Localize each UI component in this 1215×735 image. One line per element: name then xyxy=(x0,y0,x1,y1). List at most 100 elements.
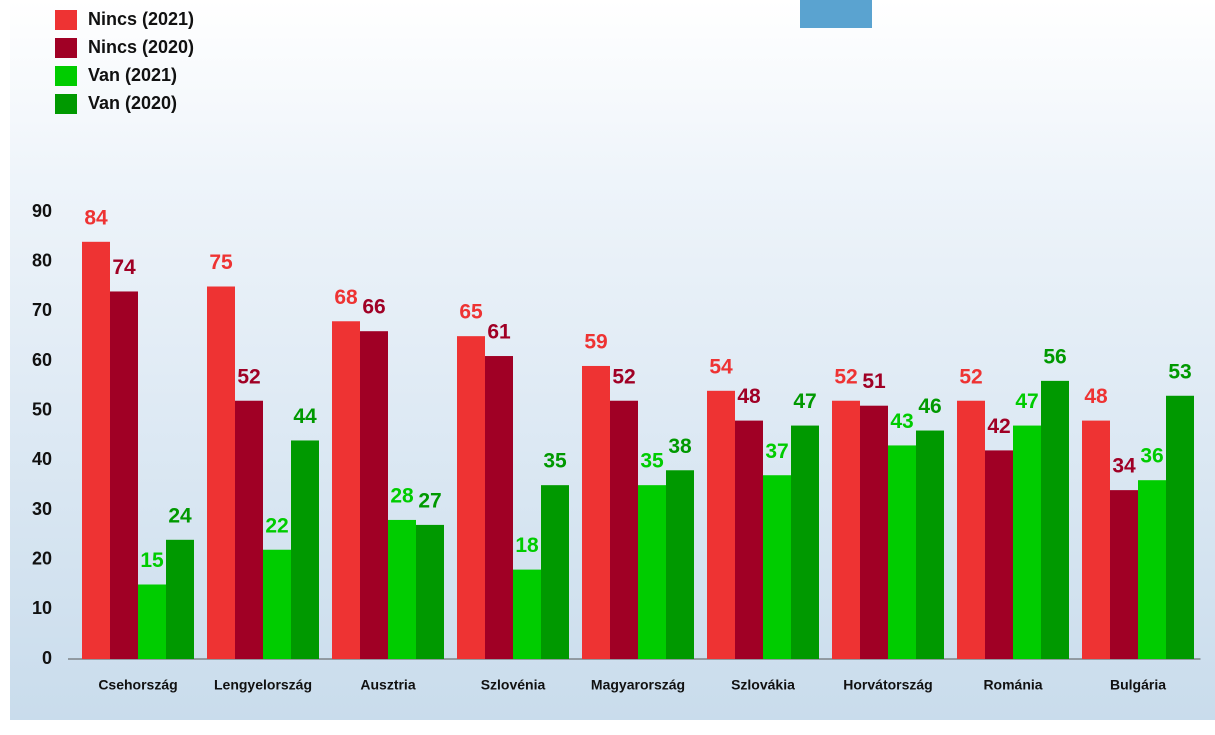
bar xyxy=(666,470,694,659)
x-tick-label: Románia xyxy=(983,677,1042,693)
y-tick-label: 10 xyxy=(32,598,52,618)
bar xyxy=(791,425,819,659)
value-label: 27 xyxy=(418,489,441,512)
y-tick-label: 60 xyxy=(32,350,52,370)
bar xyxy=(82,241,110,660)
bar xyxy=(332,321,360,659)
y-tick-label: 0 xyxy=(42,648,52,668)
bar xyxy=(360,331,388,659)
value-label: 43 xyxy=(890,410,913,433)
bar xyxy=(610,400,638,659)
bar xyxy=(763,475,791,659)
bar xyxy=(1166,395,1194,659)
value-label: 51 xyxy=(862,370,886,393)
bar xyxy=(235,400,263,659)
value-label: 22 xyxy=(265,514,288,537)
bar xyxy=(416,524,444,659)
x-tick-label: Lengyelország xyxy=(214,677,312,693)
value-label: 52 xyxy=(834,365,857,388)
bar xyxy=(485,356,513,659)
y-tick-label: 80 xyxy=(32,250,52,270)
value-label: 44 xyxy=(293,405,317,428)
legend-swatch xyxy=(55,66,77,86)
bar xyxy=(1082,420,1110,659)
bar xyxy=(707,390,735,659)
value-label: 24 xyxy=(168,504,192,527)
bar xyxy=(207,286,235,659)
bar xyxy=(1110,490,1138,659)
value-label: 35 xyxy=(543,450,567,473)
value-label: 28 xyxy=(390,484,414,507)
bar xyxy=(957,400,985,659)
bar xyxy=(138,584,166,659)
value-label: 37 xyxy=(765,440,788,463)
legend-swatch xyxy=(55,94,77,114)
x-tick-label: Csehország xyxy=(98,677,177,693)
bar xyxy=(291,440,319,659)
bar xyxy=(1041,380,1069,659)
value-label: 15 xyxy=(140,549,164,572)
value-label: 84 xyxy=(84,206,108,229)
bar xyxy=(457,336,485,659)
value-label: 56 xyxy=(1043,345,1066,368)
value-label: 42 xyxy=(987,415,1010,438)
y-tick-label: 90 xyxy=(32,201,52,221)
value-label: 54 xyxy=(709,355,733,378)
bar xyxy=(388,519,416,659)
value-label: 75 xyxy=(209,251,233,274)
bar xyxy=(513,569,541,659)
value-label: 61 xyxy=(487,321,511,344)
legend-label: Van (2021) xyxy=(88,65,177,85)
bar xyxy=(832,400,860,659)
value-label: 52 xyxy=(237,365,260,388)
value-label: 34 xyxy=(1112,455,1136,478)
y-tick-label: 70 xyxy=(32,300,52,320)
legend-label: Nincs (2020) xyxy=(88,37,194,57)
legend-label: Nincs (2021) xyxy=(88,9,194,29)
bar xyxy=(166,539,194,659)
value-label: 74 xyxy=(112,256,136,279)
value-label: 48 xyxy=(737,385,761,408)
legend-label: Van (2020) xyxy=(88,93,177,113)
x-tick-label: Horvátország xyxy=(843,677,932,693)
bar xyxy=(582,365,610,659)
legend-swatch xyxy=(55,10,77,30)
value-label: 35 xyxy=(640,450,664,473)
legend-swatch xyxy=(55,38,77,58)
y-tick-label: 50 xyxy=(32,399,52,419)
x-tick-label: Ausztria xyxy=(360,677,415,693)
value-label: 38 xyxy=(668,435,692,458)
value-label: 47 xyxy=(1015,390,1038,413)
value-label: 48 xyxy=(1084,385,1108,408)
value-label: 53 xyxy=(1168,360,1191,383)
bar xyxy=(638,485,666,659)
bar xyxy=(888,445,916,659)
bar xyxy=(735,420,763,659)
value-label: 36 xyxy=(1140,445,1163,468)
value-label: 46 xyxy=(918,395,941,418)
x-tick-label: Szlovákia xyxy=(731,677,795,693)
bar xyxy=(985,450,1013,659)
bar xyxy=(860,405,888,659)
decoration xyxy=(800,0,872,28)
y-tick-label: 40 xyxy=(32,449,52,469)
value-label: 66 xyxy=(362,296,385,319)
bar xyxy=(541,485,569,659)
value-label: 47 xyxy=(793,390,816,413)
bar xyxy=(1013,425,1041,659)
y-tick-label: 20 xyxy=(32,548,52,568)
value-label: 18 xyxy=(515,534,539,557)
x-tick-label: Szlovénia xyxy=(481,677,546,693)
x-tick-label: Bulgária xyxy=(1110,677,1166,693)
value-label: 59 xyxy=(584,331,607,354)
bar xyxy=(1138,480,1166,659)
bar xyxy=(263,549,291,659)
value-label: 65 xyxy=(459,301,483,324)
y-tick-label: 30 xyxy=(32,499,52,519)
bar xyxy=(916,430,944,659)
value-label: 52 xyxy=(959,365,982,388)
bar xyxy=(110,291,138,659)
x-tick-label: Magyarország xyxy=(591,677,685,693)
value-label: 52 xyxy=(612,365,635,388)
